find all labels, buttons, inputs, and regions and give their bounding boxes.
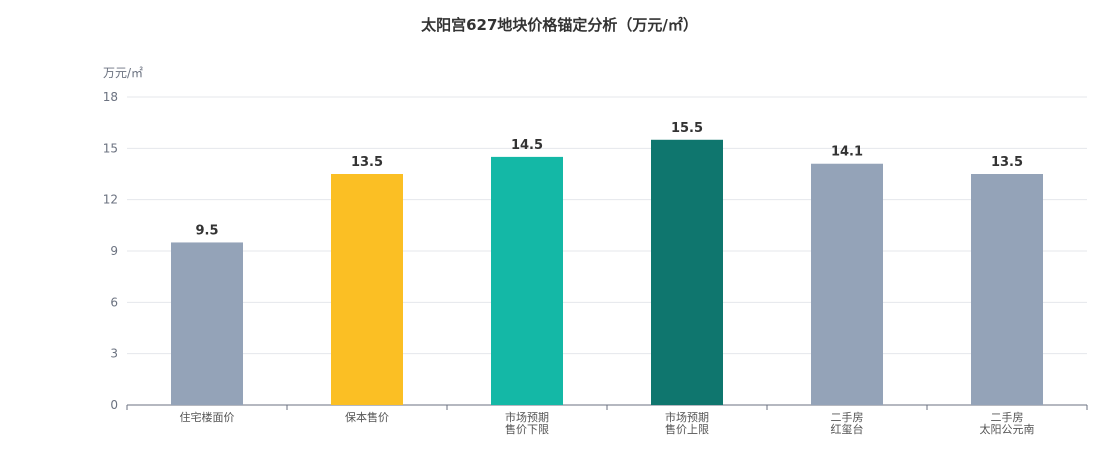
x-tick-label-line: 保本售价 bbox=[345, 410, 389, 424]
y-tick-label: 9 bbox=[110, 244, 118, 258]
y-tick-label: 18 bbox=[103, 90, 118, 104]
chart-title: 太阳宫627地块价格锚定分析（万元/㎡） bbox=[421, 16, 698, 34]
y-tick-label: 15 bbox=[103, 141, 118, 155]
y-tick-label: 12 bbox=[103, 193, 118, 207]
bar-value-label: 15.5 bbox=[671, 121, 703, 136]
bar-value-label: 14.5 bbox=[511, 138, 543, 153]
bar-value-label: 14.1 bbox=[831, 145, 863, 160]
y-tick-label: 6 bbox=[110, 295, 118, 309]
x-tick-label-line: 二手房 bbox=[991, 410, 1024, 424]
x-tick-label-line: 售价上限 bbox=[665, 422, 709, 436]
x-tick-label-line: 红玺台 bbox=[831, 422, 864, 436]
x-tick-label: 市场预期售价下限 bbox=[505, 410, 549, 436]
x-tick-label-line: 住宅楼面价 bbox=[180, 410, 235, 424]
bar bbox=[171, 242, 243, 405]
bar-value-label: 13.5 bbox=[351, 155, 383, 170]
bar bbox=[811, 163, 883, 405]
x-tick-label: 二手房太阳公元南 bbox=[980, 410, 1035, 436]
bar bbox=[331, 174, 403, 405]
x-tick-label-line: 太阳公元南 bbox=[980, 423, 1035, 436]
bar-value-label: 13.5 bbox=[991, 155, 1023, 170]
bar bbox=[491, 156, 563, 405]
bar-value-label: 9.5 bbox=[195, 223, 218, 238]
y-axis-label: 万元/㎡ bbox=[103, 66, 143, 80]
x-tick-label-line: 二手房 bbox=[831, 410, 864, 424]
x-tick-label: 二手房红玺台 bbox=[831, 410, 864, 436]
x-tick-label: 市场预期售价上限 bbox=[665, 410, 709, 436]
x-tick-label: 住宅楼面价 bbox=[180, 410, 235, 424]
x-tick-label: 保本售价 bbox=[345, 410, 389, 424]
bar bbox=[651, 139, 723, 405]
x-tick-label-line: 市场预期 bbox=[665, 410, 709, 424]
x-tick-label-line: 售价下限 bbox=[505, 422, 549, 436]
y-tick-label: 0 bbox=[110, 398, 118, 412]
bar bbox=[971, 174, 1043, 405]
x-tick-label-line: 市场预期 bbox=[505, 410, 549, 424]
y-tick-label: 3 bbox=[110, 347, 118, 361]
